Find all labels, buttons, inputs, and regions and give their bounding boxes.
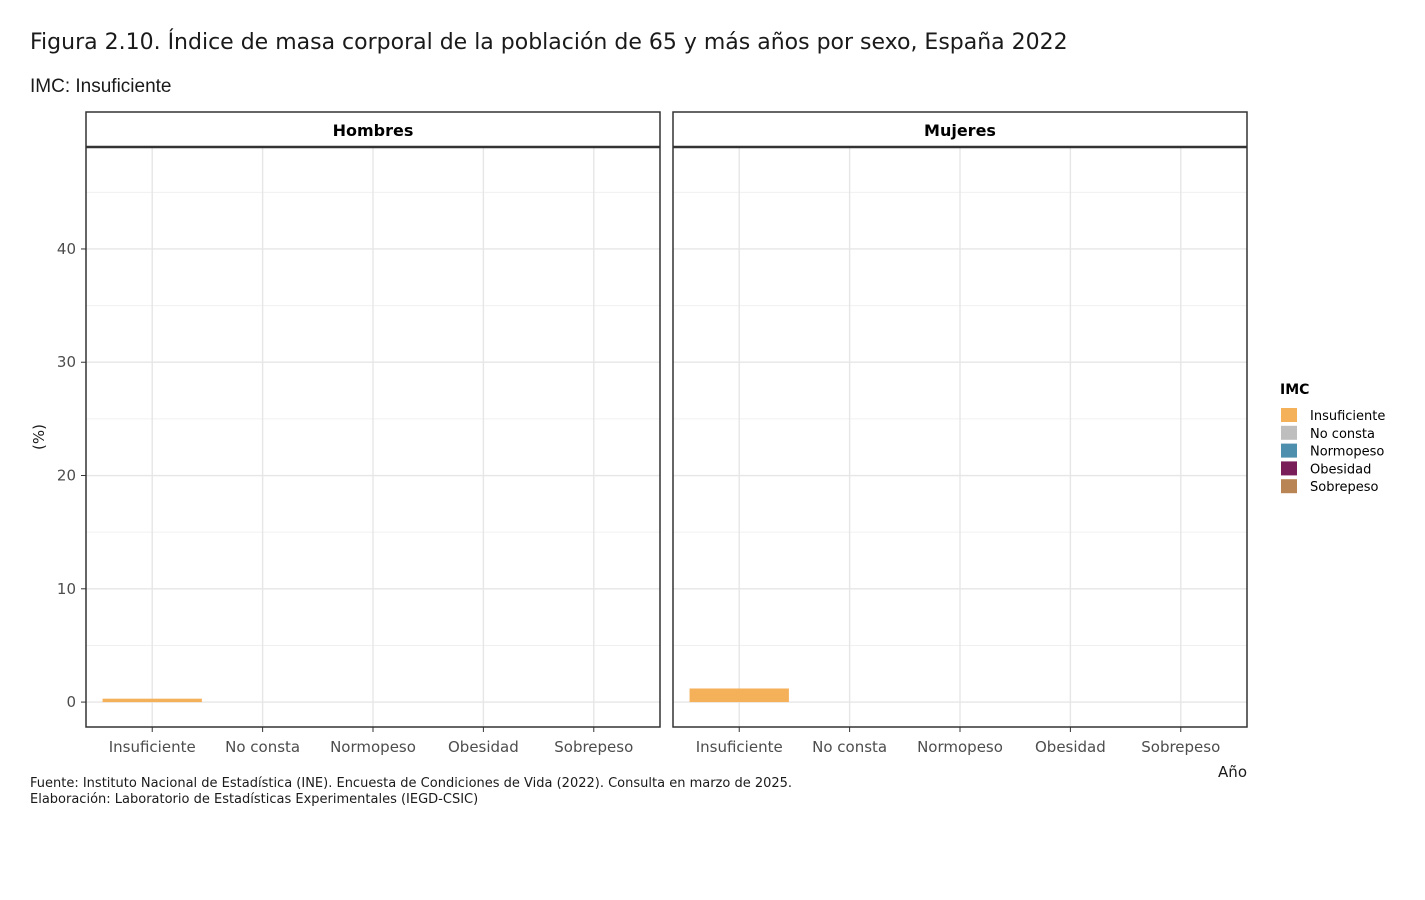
- x-tick-label: Sobrepeso: [554, 738, 633, 756]
- legend-swatch: [1281, 408, 1297, 422]
- y-tick-label: 0: [66, 693, 76, 711]
- facet-label: Mujeres: [924, 121, 996, 140]
- caption-source: Fuente: Instituto Nacional de Estadístic…: [30, 776, 793, 791]
- x-tick-label: Normopeso: [330, 738, 416, 756]
- legend-label: Sobrepeso: [1310, 480, 1379, 495]
- bar-hombres-insuficiente: [102, 698, 202, 703]
- legend-swatch: [1281, 425, 1297, 440]
- x-tick-label: No consta: [812, 738, 887, 756]
- y-tick-label: 20: [57, 467, 76, 485]
- legend-label: Insuficiente: [1310, 409, 1385, 424]
- y-tick-label: 10: [57, 580, 76, 598]
- caption-credit: Elaboración: Laboratorio de Estadísticas…: [30, 792, 479, 807]
- x-tick-label: Normopeso: [917, 738, 1003, 756]
- legend-label: Normopeso: [1310, 445, 1384, 460]
- x-tick-label: Obesidad: [448, 738, 519, 756]
- y-tick-label: 40: [57, 240, 76, 258]
- chart-title: Figura 2.10. Índice de masa corporal de …: [30, 30, 1068, 55]
- legend-swatch: [1281, 461, 1297, 476]
- legend-swatch: [1281, 443, 1297, 458]
- legend-label: No consta: [1310, 427, 1375, 442]
- y-axis-title: (%): [30, 424, 48, 450]
- chart-subtitle: IMC: Insuficiente: [30, 76, 172, 97]
- y-tick-label: 30: [57, 353, 76, 371]
- x-tick-label: Insuficiente: [109, 738, 196, 756]
- x-axis-title: Año: [1218, 763, 1247, 781]
- x-tick-label: Sobrepeso: [1141, 738, 1220, 756]
- facet-label: Hombres: [333, 121, 414, 140]
- legend-label: Obesidad: [1310, 462, 1371, 477]
- legend-swatch: [1281, 479, 1297, 494]
- chart-caption: Fuente: Instituto Nacional de Estadístic…: [30, 776, 792, 808]
- bar-mujeres-insuficiente: [689, 688, 789, 703]
- x-tick-label: No consta: [225, 738, 300, 756]
- x-tick-label: Obesidad: [1035, 738, 1106, 756]
- legend-title: IMC: [1280, 382, 1309, 398]
- x-tick-label: Insuficiente: [696, 738, 783, 756]
